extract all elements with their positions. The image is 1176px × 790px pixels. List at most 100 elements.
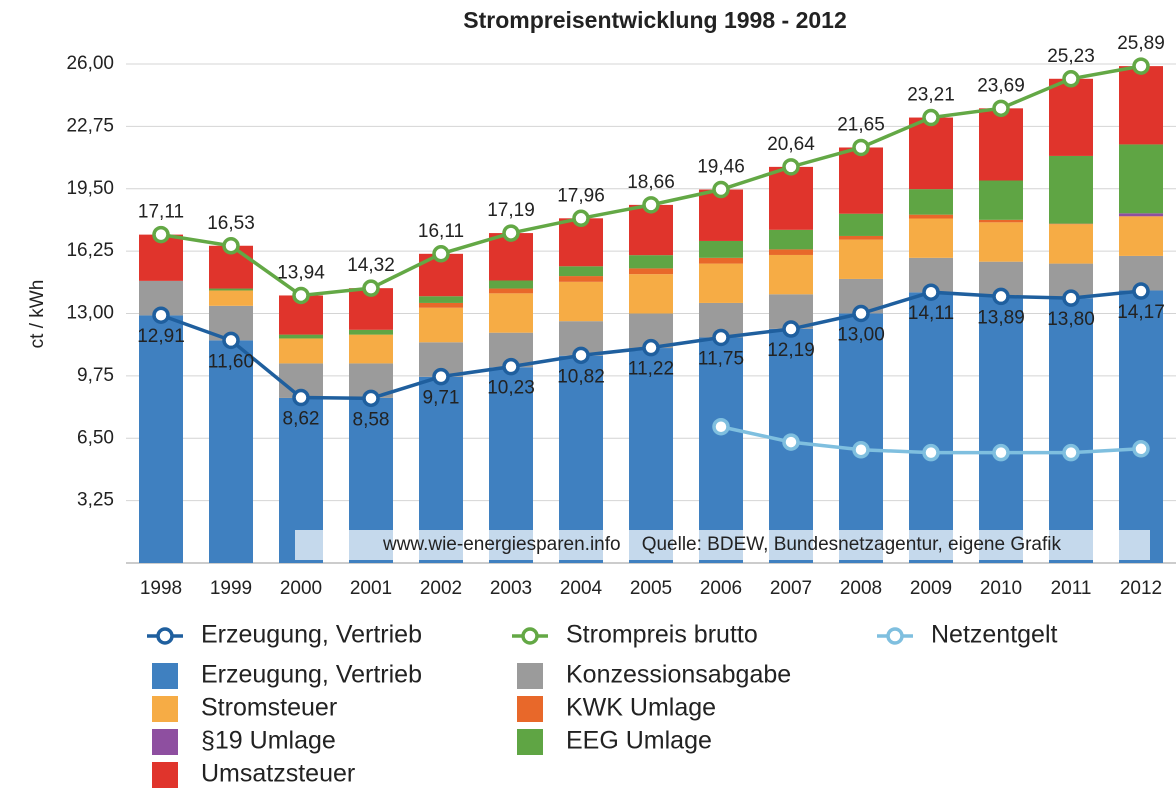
line-point	[222, 237, 240, 255]
x-tick-label: 1999	[210, 578, 252, 599]
bar-segment	[909, 189, 953, 215]
bar-segment	[1049, 298, 1093, 563]
x-tick-label: 2004	[560, 578, 603, 599]
x-tick-label: 2010	[980, 578, 1022, 599]
data-label: 17,11	[138, 202, 184, 223]
line-point	[922, 443, 940, 462]
bar-segment	[1049, 223, 1093, 225]
data-label: 23,69	[977, 75, 1025, 96]
bar-segment	[1049, 78, 1093, 156]
legend-label: Strompreis brutto	[566, 621, 758, 649]
bar-segment	[1119, 66, 1163, 145]
data-label: 8,58	[353, 409, 390, 430]
bar-segment	[769, 254, 813, 295]
line-point	[922, 108, 940, 127]
line-point	[432, 245, 450, 263]
data-label: 9,71	[423, 388, 460, 409]
chart-title: Strompreisentwicklung 1998 - 2012	[463, 7, 847, 33]
data-label: 16,53	[207, 213, 255, 234]
line-point	[852, 304, 870, 323]
y-tick-label: 22,75	[66, 115, 114, 136]
bar-segment	[979, 108, 1023, 181]
line-point	[992, 99, 1010, 118]
line-point	[852, 138, 870, 157]
y-tick-label: 16,25	[66, 240, 114, 261]
line-point	[1062, 289, 1080, 307]
legend-marker	[521, 627, 539, 645]
line-point	[992, 287, 1010, 306]
line-point	[152, 225, 170, 244]
y-tick-label: 6,50	[77, 427, 114, 448]
legend-swatch	[152, 696, 178, 722]
bar-segment	[909, 292, 953, 563]
bar-segment	[139, 315, 183, 563]
bar-segment	[559, 266, 603, 277]
line-point	[222, 331, 240, 350]
x-tick-label: 2006	[700, 578, 742, 599]
bar-segment	[839, 213, 883, 236]
legend: Erzeugung, Vertrieb Strompreis brutto Netz…	[147, 621, 1058, 788]
bar-segment	[769, 229, 813, 250]
bar-segment	[629, 255, 673, 269]
x-tick-label: 2000	[280, 578, 322, 599]
legend-label: KWK Umlage	[566, 694, 716, 722]
line-point	[1132, 282, 1150, 300]
data-label: 14,11	[908, 303, 954, 324]
data-label: 16,11	[418, 221, 464, 242]
bar-segment	[629, 348, 673, 563]
bar-segment	[909, 218, 953, 258]
x-tick-label: 2008	[840, 578, 882, 599]
line-point	[642, 338, 660, 357]
bar-segment	[699, 240, 743, 258]
bar-segment	[1119, 144, 1163, 214]
bar-segment	[279, 334, 323, 339]
line-point	[852, 441, 870, 459]
x-tick-label: 2002	[420, 578, 462, 599]
bar-segment	[1049, 224, 1093, 264]
bar-segment	[699, 257, 743, 264]
legend-marker	[156, 627, 174, 645]
legend-label: Konzessionsabgabe	[566, 661, 791, 689]
line-point	[782, 433, 800, 451]
legend-swatch	[152, 762, 178, 788]
legend-swatch	[152, 729, 178, 755]
line-point	[782, 158, 800, 176]
data-label: 18,66	[627, 172, 675, 193]
bar-segment	[699, 337, 743, 563]
data-label: 12,19	[767, 340, 815, 361]
data-label: 13,94	[277, 262, 325, 283]
bar-segment	[349, 334, 393, 364]
bar-segment	[839, 235, 883, 240]
bar-segment	[979, 180, 1023, 220]
line-point	[1132, 440, 1150, 458]
bar-segment	[349, 329, 393, 335]
x-tick-label: 2005	[630, 578, 672, 599]
bar-segment	[769, 166, 813, 230]
legend-swatch	[152, 663, 178, 689]
bar-segment	[769, 249, 813, 255]
bar-segment	[1119, 290, 1163, 563]
legend-swatch	[517, 729, 543, 755]
bar-segment	[559, 355, 603, 563]
x-tick-label: 2012	[1120, 578, 1162, 599]
legend-label: §19 Umlage	[201, 727, 336, 755]
line-point	[292, 388, 310, 407]
data-label: 10,82	[557, 366, 605, 387]
data-label: 11,60	[208, 351, 254, 372]
legend-marker	[886, 627, 904, 645]
line-point	[1132, 57, 1150, 75]
bar-segment	[419, 296, 463, 303]
bar-segment	[279, 338, 323, 364]
legend-label: Erzeugung, Vertrieb	[201, 661, 422, 689]
bar-segment	[209, 288, 253, 291]
data-label: 14,32	[347, 255, 395, 276]
data-label: 19,46	[697, 157, 745, 178]
bar-segment	[839, 313, 883, 563]
bar-segment	[489, 293, 533, 333]
y-tick-label: 19,50	[66, 178, 114, 199]
bar-segment	[909, 117, 953, 190]
annotation: www.wie-energiesparen.info Quelle: BDEW,…	[382, 534, 1062, 555]
legend-swatch	[517, 663, 543, 689]
bar-segment	[209, 290, 253, 306]
